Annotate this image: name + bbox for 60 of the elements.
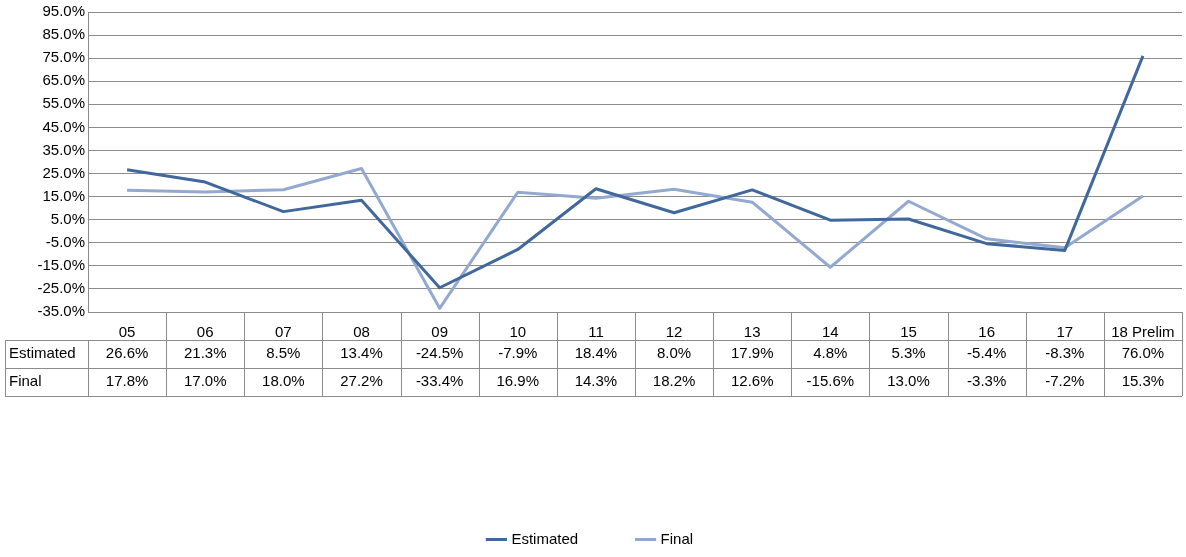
y-tick-label: -5.0%: [45, 232, 85, 250]
y-tick-label: 15.0%: [42, 186, 85, 204]
data-label: -7.9%: [498, 344, 538, 362]
x-tick-label: 14: [822, 323, 839, 341]
x-tick-label: 16: [978, 323, 995, 341]
y-tick-label: 5.0%: [50, 209, 85, 227]
x-tick-label: 17: [1056, 323, 1074, 341]
x-tick-label: 18 Prelim: [1111, 323, 1175, 341]
x-tick-label: 15: [900, 323, 917, 341]
y-tick-label: 75.0%: [42, 48, 85, 66]
y-tick-label: 35.0%: [42, 140, 85, 158]
data-label: 76.0%: [1121, 344, 1165, 362]
data-label: -15.6%: [806, 372, 855, 390]
x-tick-label: 12: [665, 323, 683, 341]
text: Estimated: [9, 344, 76, 362]
data-label: 18.4%: [574, 344, 618, 362]
legend-label: Estimated: [511, 529, 579, 547]
data-label: 17.9%: [730, 344, 774, 362]
data-label: 17.0%: [183, 372, 227, 390]
x-tick-label: 08: [353, 323, 370, 341]
y-tick-label: 45.0%: [42, 117, 85, 135]
x-tick-label: 13: [743, 323, 761, 341]
data-label: -8.3%: [1045, 344, 1085, 362]
x-tick-label: 11: [588, 323, 604, 341]
y-tick-label: -35.0%: [37, 302, 85, 320]
data-label: 18.0%: [262, 372, 305, 390]
y-tick-label: 65.0%: [42, 71, 85, 89]
data-label: 13.0%: [887, 372, 930, 390]
legend-label: Final: [660, 529, 694, 547]
data-label: 4.8%: [813, 344, 848, 362]
data-label: 5.3%: [891, 344, 926, 362]
data-label: 8.0%: [656, 344, 692, 362]
data-label: -7.2%: [1045, 372, 1085, 390]
data-label: 16.9%: [496, 372, 540, 390]
x-tick-label: 07: [275, 323, 292, 341]
data-label: 14.3%: [574, 372, 618, 390]
data-label: -5.4%: [967, 344, 1007, 362]
data-label: 15.3%: [1121, 372, 1165, 390]
data-label: 8.5%: [266, 344, 301, 362]
y-tick-label: -25.0%: [37, 279, 85, 297]
y-tick-label: 55.0%: [42, 94, 85, 112]
x-tick-label: 09: [431, 323, 448, 341]
x-tick-label: 10: [509, 323, 527, 341]
data-label: -24.5%: [415, 344, 464, 362]
data-label: -3.3%: [967, 372, 1007, 390]
data-label: 12.6%: [730, 372, 774, 390]
data-label: 27.2%: [340, 372, 383, 390]
data-label: 13.4%: [340, 344, 383, 362]
y-tick-label: 95.0%: [42, 2, 85, 20]
data-label: 17.8%: [105, 372, 149, 390]
y-tick-label: 25.0%: [42, 163, 85, 181]
text: Final: [9, 372, 42, 390]
x-tick-label: 06: [196, 323, 214, 341]
data-label: 26.6%: [105, 344, 149, 362]
y-tick-label: -15.0%: [37, 255, 85, 273]
data-label: 21.3%: [183, 344, 227, 362]
x-tick-label: 05: [118, 323, 136, 341]
data-label: 18.2%: [652, 372, 696, 390]
y-tick-label: 85.0%: [42, 25, 85, 43]
data-label: -33.4%: [415, 372, 464, 390]
